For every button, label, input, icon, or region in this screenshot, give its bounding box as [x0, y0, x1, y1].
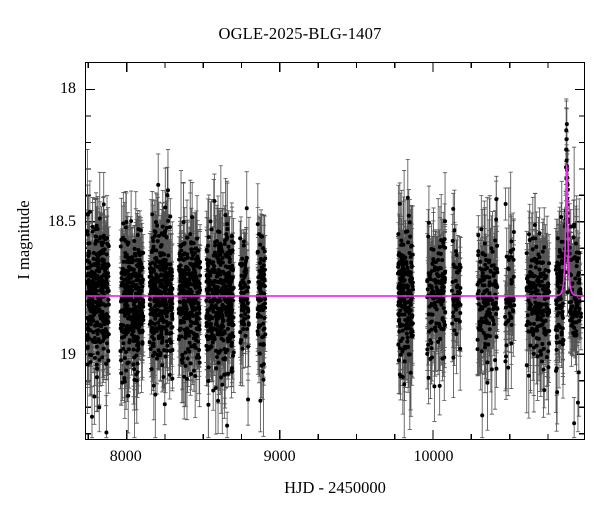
y-tick-label: 19: [60, 346, 76, 364]
y-tick-label: 18: [60, 80, 76, 98]
x-tick-label: 8000: [110, 448, 142, 466]
x-tick-label: 10000: [413, 448, 453, 466]
y-axis-label: I magnitude: [14, 140, 34, 340]
x-axis-label: HJD - 2450000: [85, 478, 585, 498]
light-curve-figure: OGLE-2025-BLG-1407 HJD - 2450000 I magni…: [0, 0, 600, 512]
page-title: OGLE-2025-BLG-1407: [0, 24, 600, 44]
x-tick-label: 9000: [264, 448, 296, 466]
plot-area: [85, 62, 585, 440]
plot-canvas: [86, 63, 584, 439]
y-tick-label: 18.5: [48, 213, 76, 231]
